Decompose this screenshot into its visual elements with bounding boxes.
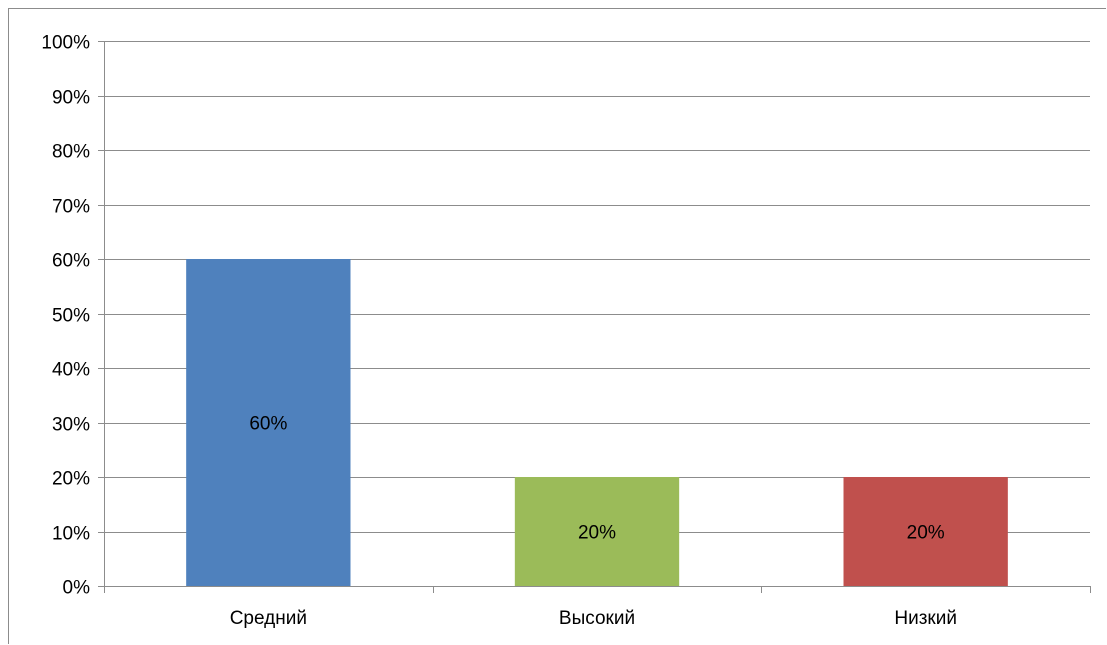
bars	[186, 259, 1008, 586]
y-tick-label: 20%	[52, 469, 90, 490]
data-label: 60%	[249, 414, 287, 435]
y-tick-label: 40%	[52, 360, 90, 381]
y-tick-label: 0%	[63, 578, 91, 599]
y-tick-label: 90%	[52, 88, 90, 109]
y-tick-label: 100%	[41, 33, 90, 54]
y-tick-label: 60%	[52, 251, 90, 272]
bar	[514, 477, 680, 586]
data-label: 20%	[578, 523, 616, 544]
x-tick-label: Низкий	[894, 608, 957, 629]
y-tick-label: 10%	[52, 524, 90, 545]
axes	[98, 41, 1091, 593]
bar	[843, 477, 1008, 586]
labels: 0% 10% 20% 30% 40% 50% 60% 70% 80% 90% 100% 60% Сред…	[41, 33, 957, 630]
y-tick-label: 70%	[52, 197, 90, 218]
y-tick-label: 80%	[52, 142, 90, 163]
bar	[186, 259, 351, 586]
x-tick-label: Высокий	[559, 608, 635, 629]
data-label: 20%	[907, 523, 945, 544]
y-tick-label: 30%	[52, 415, 90, 436]
x-tick-label: Средний	[230, 608, 307, 629]
y-tick-label: 50%	[52, 306, 90, 327]
